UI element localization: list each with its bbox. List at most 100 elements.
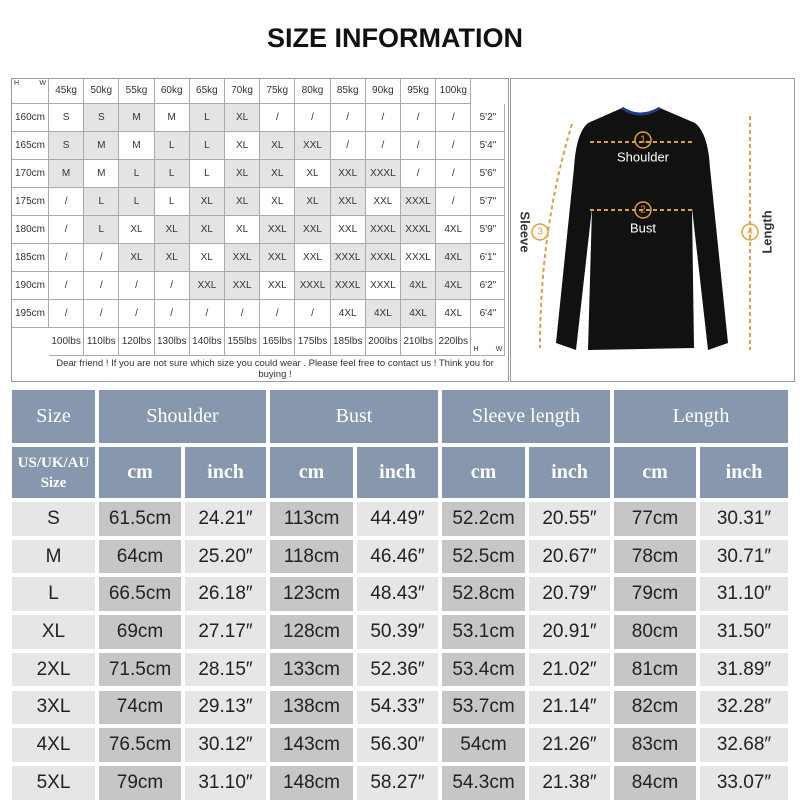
- size-cell: L: [189, 160, 225, 188]
- size-cell: XXL: [330, 188, 366, 216]
- measure-lines: [539, 116, 751, 350]
- size-cell: L: [189, 132, 225, 160]
- label: Bust: [630, 220, 656, 235]
- label: Length: [759, 210, 774, 253]
- measurement: 21.14″: [527, 688, 612, 727]
- measurement: 54cm: [440, 726, 527, 764]
- size-cell: /: [401, 160, 437, 188]
- weight-header: 50kg: [84, 78, 120, 104]
- measurement: 30.12″: [183, 726, 268, 764]
- size-cell: /: [119, 272, 155, 300]
- size-cell: XXL: [295, 244, 331, 272]
- size-cell: /: [365, 132, 401, 160]
- size-cell: XXXL: [401, 244, 437, 272]
- size-cell: S: [84, 104, 120, 132]
- measurement: 128cm: [268, 613, 355, 651]
- size-cell: /: [295, 300, 331, 328]
- table-subheader: inch: [698, 445, 790, 500]
- size-cell: XXL: [225, 272, 261, 300]
- size-cell: XL: [225, 216, 261, 244]
- measurement: 25.20″: [183, 537, 268, 576]
- feet-label: 5'7": [471, 188, 506, 216]
- marker: 2: [640, 205, 646, 216]
- height-label: 195cm: [12, 300, 49, 328]
- measurement: 54.33″: [355, 688, 440, 727]
- size-cell: XXXL: [401, 216, 437, 244]
- size-cell: XXXL: [330, 244, 366, 272]
- size-cell: /: [436, 104, 472, 132]
- marker: 3: [537, 227, 543, 238]
- size-cell: L: [154, 132, 190, 160]
- measurement: 80cm: [612, 613, 698, 651]
- size-cell: XXL: [260, 244, 296, 272]
- measurement: 32.68″: [698, 726, 790, 764]
- measurement: 148cm: [268, 763, 355, 802]
- weight-header: 45kg: [49, 78, 85, 104]
- size-cell: M: [84, 160, 120, 188]
- measurement: 31.89″: [698, 650, 790, 689]
- size-cell: XL: [189, 216, 225, 244]
- size-name: 4XL: [10, 726, 97, 764]
- size-cell: 4XL: [401, 272, 437, 300]
- size-cell: M: [84, 132, 120, 160]
- size-cell: /: [154, 300, 190, 328]
- pound-label: 200lbs: [365, 328, 401, 356]
- size-cell: XL: [154, 216, 190, 244]
- pound-label: 165lbs: [260, 328, 296, 356]
- feet-label: 6'1": [471, 244, 506, 272]
- size-cell: XL: [189, 244, 225, 272]
- size-name: 2XL: [10, 650, 97, 689]
- measurement: 31.50″: [698, 613, 790, 651]
- size-cell: S: [49, 132, 85, 160]
- measurement: 78cm: [612, 537, 698, 576]
- measurement: 69cm: [97, 613, 183, 651]
- measurement: 20.79″: [527, 575, 612, 614]
- marker: 1: [640, 135, 646, 146]
- size-cell: /: [365, 104, 401, 132]
- size-cell: XL: [295, 188, 331, 216]
- weight-header: 90kg: [365, 78, 401, 104]
- size-cell: XL: [260, 188, 296, 216]
- size-cell: /: [119, 300, 155, 328]
- size-cell: XL: [225, 188, 261, 216]
- table-header: Length: [612, 388, 790, 445]
- size-cell: XXL: [189, 272, 225, 300]
- feet-label: 5'2": [471, 104, 506, 132]
- size-cell: M: [154, 104, 190, 132]
- weight-header: 70kg: [225, 78, 261, 104]
- size-cell: /: [49, 216, 85, 244]
- measurement: 76.5cm: [97, 726, 183, 764]
- measurement: 133cm: [268, 650, 355, 689]
- size-cell: 4XL: [365, 300, 401, 328]
- sweater: [556, 108, 728, 350]
- size-name: 3XL: [10, 688, 97, 727]
- size-cell: XXXL: [365, 216, 401, 244]
- weight-header: 80kg: [295, 78, 331, 104]
- size-cell: /: [49, 300, 85, 328]
- size-cell: XXL: [365, 188, 401, 216]
- pound-label: 185lbs: [330, 328, 366, 356]
- size-cell: /: [49, 272, 85, 300]
- size-cell: XL: [225, 132, 261, 160]
- size-cell: XL: [189, 188, 225, 216]
- size-cell: /: [436, 132, 472, 160]
- measurement: 82cm: [612, 688, 698, 727]
- size-cell: XL: [119, 216, 155, 244]
- table-header: Bust: [268, 388, 440, 445]
- weight-header: 55kg: [119, 78, 155, 104]
- size-cell: /: [436, 188, 472, 216]
- measurement: 71.5cm: [97, 650, 183, 689]
- height-label: 160cm: [12, 104, 49, 132]
- size-cell: 4XL: [436, 216, 472, 244]
- size-cell: XL: [225, 104, 261, 132]
- size-cell: /: [49, 188, 85, 216]
- weight-header: 65kg: [189, 78, 225, 104]
- corner-label: W: [39, 80, 46, 87]
- weight-header: 75kg: [260, 78, 296, 104]
- height-label: 190cm: [12, 272, 49, 300]
- size-cell: /: [260, 104, 296, 132]
- marker: 4: [747, 227, 753, 238]
- measurement: 53.4cm: [440, 650, 527, 689]
- size-name: M: [10, 537, 97, 576]
